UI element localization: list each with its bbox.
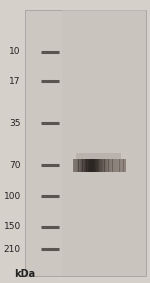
FancyBboxPatch shape bbox=[96, 159, 98, 171]
FancyBboxPatch shape bbox=[93, 159, 95, 171]
FancyBboxPatch shape bbox=[100, 159, 102, 171]
Text: 100: 100 bbox=[4, 192, 21, 201]
Text: 17: 17 bbox=[9, 77, 21, 86]
FancyBboxPatch shape bbox=[85, 159, 87, 171]
FancyBboxPatch shape bbox=[84, 159, 85, 171]
FancyBboxPatch shape bbox=[92, 159, 94, 171]
FancyBboxPatch shape bbox=[97, 159, 99, 171]
FancyBboxPatch shape bbox=[82, 159, 84, 171]
FancyBboxPatch shape bbox=[103, 159, 105, 171]
FancyBboxPatch shape bbox=[75, 159, 77, 171]
FancyBboxPatch shape bbox=[121, 159, 122, 171]
FancyBboxPatch shape bbox=[89, 159, 91, 171]
Text: 210: 210 bbox=[4, 245, 21, 254]
FancyBboxPatch shape bbox=[118, 159, 120, 171]
FancyBboxPatch shape bbox=[95, 159, 96, 171]
FancyBboxPatch shape bbox=[104, 159, 106, 171]
FancyBboxPatch shape bbox=[125, 159, 126, 171]
FancyBboxPatch shape bbox=[25, 10, 146, 276]
FancyBboxPatch shape bbox=[81, 159, 83, 171]
Text: 150: 150 bbox=[4, 222, 21, 231]
FancyBboxPatch shape bbox=[117, 159, 118, 171]
FancyBboxPatch shape bbox=[122, 159, 124, 171]
Text: 10: 10 bbox=[9, 47, 21, 56]
FancyBboxPatch shape bbox=[99, 159, 100, 171]
FancyBboxPatch shape bbox=[108, 159, 110, 171]
FancyBboxPatch shape bbox=[88, 159, 90, 171]
FancyBboxPatch shape bbox=[106, 159, 107, 171]
FancyBboxPatch shape bbox=[73, 159, 74, 171]
FancyBboxPatch shape bbox=[91, 159, 92, 171]
FancyBboxPatch shape bbox=[123, 159, 125, 171]
FancyBboxPatch shape bbox=[78, 159, 80, 171]
FancyBboxPatch shape bbox=[115, 159, 117, 171]
FancyBboxPatch shape bbox=[114, 159, 116, 171]
FancyBboxPatch shape bbox=[61, 10, 146, 276]
FancyBboxPatch shape bbox=[74, 159, 76, 171]
FancyBboxPatch shape bbox=[111, 159, 113, 171]
Text: 35: 35 bbox=[9, 119, 21, 128]
FancyBboxPatch shape bbox=[112, 159, 114, 171]
Text: kDa: kDa bbox=[14, 269, 35, 279]
FancyBboxPatch shape bbox=[80, 159, 81, 171]
FancyBboxPatch shape bbox=[119, 159, 121, 171]
FancyBboxPatch shape bbox=[76, 153, 120, 159]
Text: 70: 70 bbox=[9, 161, 21, 170]
FancyBboxPatch shape bbox=[102, 159, 103, 171]
FancyBboxPatch shape bbox=[77, 159, 79, 171]
FancyBboxPatch shape bbox=[86, 159, 88, 171]
FancyBboxPatch shape bbox=[110, 159, 111, 171]
FancyBboxPatch shape bbox=[107, 159, 109, 171]
